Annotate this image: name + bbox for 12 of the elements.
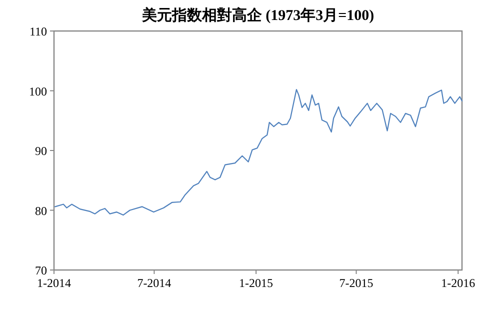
x-tick-label: 1-2014 [37, 276, 71, 290]
x-tick-label: 1-2015 [239, 276, 274, 290]
x-tick-label: 7-2014 [137, 276, 172, 290]
y-tick-label: 110 [29, 24, 47, 38]
y-tick-label: 80 [35, 204, 47, 218]
y-tick-label: 100 [29, 84, 47, 98]
y-tick-label: 70 [35, 264, 47, 278]
y-tick-label: 90 [35, 144, 47, 158]
x-tick-label: 7-2015 [339, 276, 374, 290]
x-tick-label: 1-2016 [441, 276, 476, 290]
chart-title: 美元指数相對高企 (1973年3月=100) [140, 6, 374, 24]
line-series [54, 89, 463, 216]
